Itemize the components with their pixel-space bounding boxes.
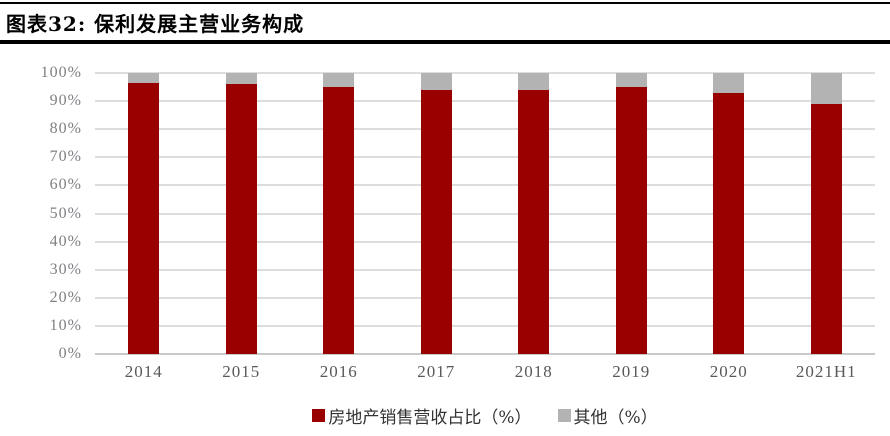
bar-column-2021H1 xyxy=(778,73,876,354)
bar-segment-primary xyxy=(518,89,550,354)
bar-column-2018 xyxy=(485,73,583,354)
bar-stack xyxy=(225,73,257,354)
x-axis-tick-label: 2020 xyxy=(709,362,748,381)
gridline xyxy=(95,156,875,159)
top-rule-line xyxy=(0,2,890,4)
bar-segment-other xyxy=(615,73,647,88)
bar-stack xyxy=(323,73,355,354)
x-axis-tick-label: 2018 xyxy=(514,362,553,381)
bar-segment-other xyxy=(323,73,355,87)
bar-segment-other xyxy=(810,73,842,105)
bar-stack xyxy=(420,73,452,354)
x-axis-baseline xyxy=(95,353,875,355)
gridline xyxy=(95,212,875,215)
y-axis-tick-label: 90% xyxy=(49,92,82,110)
y-axis-tick-label: 40% xyxy=(49,232,82,250)
bar-segment-other xyxy=(225,73,257,84)
bar-stack xyxy=(810,73,842,354)
y-axis-tick-label: 20% xyxy=(49,288,82,306)
x-axis-tick-label: 2017 xyxy=(417,362,456,381)
legend-item-primary: 房地产销售营收占比（%） xyxy=(312,403,532,428)
bar-segment-primary xyxy=(128,82,160,354)
bar-segment-primary xyxy=(810,104,842,354)
bar-stack xyxy=(713,73,745,354)
bar-column-2019 xyxy=(583,73,681,354)
bar-stack xyxy=(128,73,160,354)
bar-column-2015 xyxy=(193,73,291,354)
gridline xyxy=(95,184,875,187)
gridline xyxy=(95,324,875,327)
gridline xyxy=(95,268,875,271)
legend-swatch-icon xyxy=(557,409,571,422)
title-underline-rule xyxy=(0,40,890,44)
bar-segment-other xyxy=(518,73,550,90)
y-axis-tick-label: 10% xyxy=(49,316,82,334)
bar-column-2017 xyxy=(388,73,486,354)
bar-series xyxy=(95,73,875,354)
bar-segment-primary xyxy=(420,90,452,354)
gridline xyxy=(95,128,875,131)
figure-title: 图表32: 保利发展主营业务构成 xyxy=(6,12,305,36)
bar-segment-other xyxy=(713,73,745,93)
y-axis-tick-label: 70% xyxy=(49,148,82,166)
gridline xyxy=(95,296,875,299)
bar-column-2016 xyxy=(290,73,388,354)
x-axis-tick-label: 2014 xyxy=(124,362,163,381)
legend-label: 房地产销售营收占比（%） xyxy=(328,408,532,428)
bar-segment-other xyxy=(128,73,160,83)
x-axis-tick-label: 2019 xyxy=(612,362,651,381)
bar-segment-primary xyxy=(323,86,355,354)
x-axis-tick-label: 2015 xyxy=(222,362,261,381)
plot-area xyxy=(95,72,875,355)
y-axis-tick-label: 50% xyxy=(49,204,82,222)
x-axis-tick-label: 2016 xyxy=(319,362,358,381)
legend-label: 其他（%） xyxy=(573,408,658,428)
gridline xyxy=(95,240,875,243)
bar-column-2020 xyxy=(680,73,778,354)
bar-segment-other xyxy=(420,73,452,91)
x-axis: 2014 2015 2016 2017 2018 2019 2020 2021H1 xyxy=(95,362,875,382)
bar-segment-primary xyxy=(615,87,647,354)
bar-stack xyxy=(518,73,550,354)
y-axis-tick-label: 30% xyxy=(49,260,82,278)
bar-stack xyxy=(615,73,647,354)
y-axis-tick-label: 0% xyxy=(58,345,82,362)
legend-swatch-icon xyxy=(312,409,326,422)
legend-item-other: 其他（%） xyxy=(557,403,658,428)
x-axis-tick-label: 2021H1 xyxy=(795,362,857,381)
bar-segment-primary xyxy=(713,92,745,354)
gridline xyxy=(95,100,875,103)
bar-segment-primary xyxy=(225,83,257,354)
y-axis-tick-label: 80% xyxy=(49,120,82,138)
gridline xyxy=(95,72,875,74)
y-axis-tick-label: 60% xyxy=(49,176,82,194)
y-axis-tick-label: 100% xyxy=(40,64,82,81)
y-axis: 0% 10% 20% 30% 40% 50% 60% 70% 80% 90% 100% xyxy=(0,64,82,362)
legend: 房地产销售营收占比（%） 其他（%） xyxy=(95,403,875,428)
bar-column-2014 xyxy=(95,73,193,354)
